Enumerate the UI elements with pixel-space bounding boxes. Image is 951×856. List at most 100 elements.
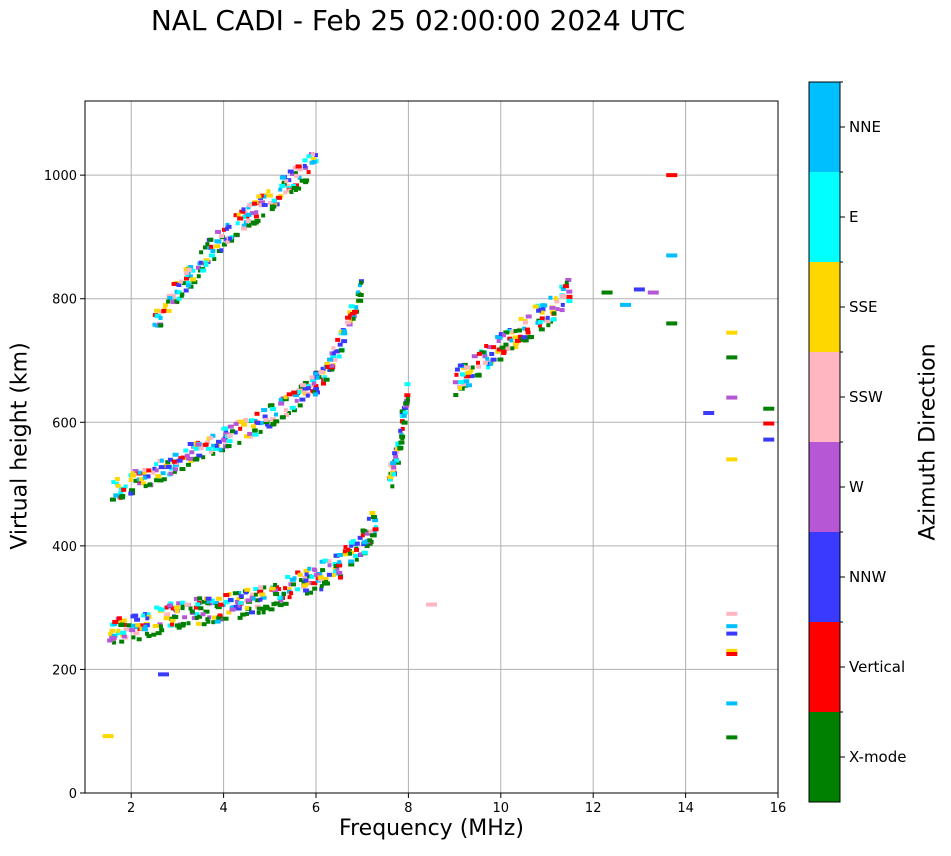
echo-mark [495,349,501,354]
echo-mark [400,426,405,431]
echo-mark [317,575,324,580]
echo-mark [457,386,462,391]
echo-mark [183,288,189,293]
echo-mark [287,587,292,592]
echo-mark [526,335,532,340]
echo-mark [370,529,377,534]
echo-mark [329,363,335,368]
echo-mark [235,221,240,226]
echo-mark [367,531,373,536]
echo-mark [221,242,227,247]
echo-mark [299,578,306,583]
echo-mark [278,598,284,603]
echo-mark [356,290,361,295]
echo-mark [249,211,256,216]
echo-mark [532,304,539,309]
echo-mark [297,186,302,191]
echo-mark [549,305,556,310]
echo-mark [285,184,291,189]
echo-mark [215,229,222,234]
echo-mark [311,581,318,586]
echo-mark [309,590,314,595]
echo-mark [126,623,132,628]
echo-mark [205,245,211,250]
echo-mark [341,339,348,344]
echo-mark [269,207,275,212]
echo-mark [263,420,270,425]
echo-mark [283,408,288,413]
echo-mark [310,157,316,162]
echo-mark [131,635,136,640]
echo-mark [214,443,219,448]
echo-mark [763,406,775,411]
echo-mark [550,317,557,322]
x-tick-label: 12 [585,801,602,816]
x-tick-label: 4 [219,801,227,816]
echo-mark [545,315,550,320]
echo-mark [305,393,310,398]
echo-mark [372,518,379,523]
echo-mark [247,431,253,436]
echo-mark [620,302,632,307]
y-tick-label: 400 [52,540,77,555]
echo-mark [522,326,527,331]
echo-mark [165,464,172,469]
echo-mark [489,351,495,356]
echo-mark [129,628,136,633]
echo-mark [155,474,162,479]
echo-mark [246,205,251,210]
echo-mark [212,446,219,451]
echo-mark [540,303,546,308]
colorbar-label: Vertical [849,658,906,676]
echo-mark [170,606,175,611]
echo-mark [233,421,239,426]
echo-mark [294,173,300,178]
echo-mark [281,591,286,596]
echo-mark [133,631,140,636]
echo-mark [368,529,374,534]
echo-mark [496,338,501,343]
echo-mark [217,613,223,618]
echo-mark [257,589,264,594]
echo-mark [172,467,178,472]
echo-mark [352,309,359,314]
echo-mark [289,591,294,596]
echo-mark [293,393,300,398]
echo-mark [112,622,118,627]
colorbar-segment [809,622,840,712]
echo-mark [323,377,330,382]
echo-mark [359,280,364,285]
echo-mark [329,573,336,578]
echo-mark [391,472,397,477]
echo-mark [289,405,296,410]
echo-mark [726,355,738,360]
echo-mark [188,458,194,463]
echo-mark [109,635,115,640]
echo-mark [134,617,141,622]
echo-mark [453,393,459,398]
echo-mark [244,605,249,610]
echo-mark [174,299,180,304]
colorbar-segment [809,262,840,352]
echo-mark [226,610,232,615]
echo-mark [335,566,340,571]
echo-mark [172,469,177,474]
echo-mark [320,366,326,371]
echo-mark [503,330,510,335]
echo-mark [360,533,365,538]
echo-mark [299,397,306,402]
echo-mark [121,487,127,492]
echo-mark [198,260,203,265]
echo-mark [318,577,325,582]
echo-mark [353,553,359,558]
echo-mark [139,477,145,482]
echo-mark [726,648,738,653]
echo-mark [202,245,207,250]
echo-mark [141,481,147,486]
echo-mark [169,293,174,298]
echo-mark [141,627,148,632]
echo-mark [307,566,312,571]
echo-mark [214,239,221,244]
echo-mark [218,602,225,607]
echo-mark [303,180,309,185]
